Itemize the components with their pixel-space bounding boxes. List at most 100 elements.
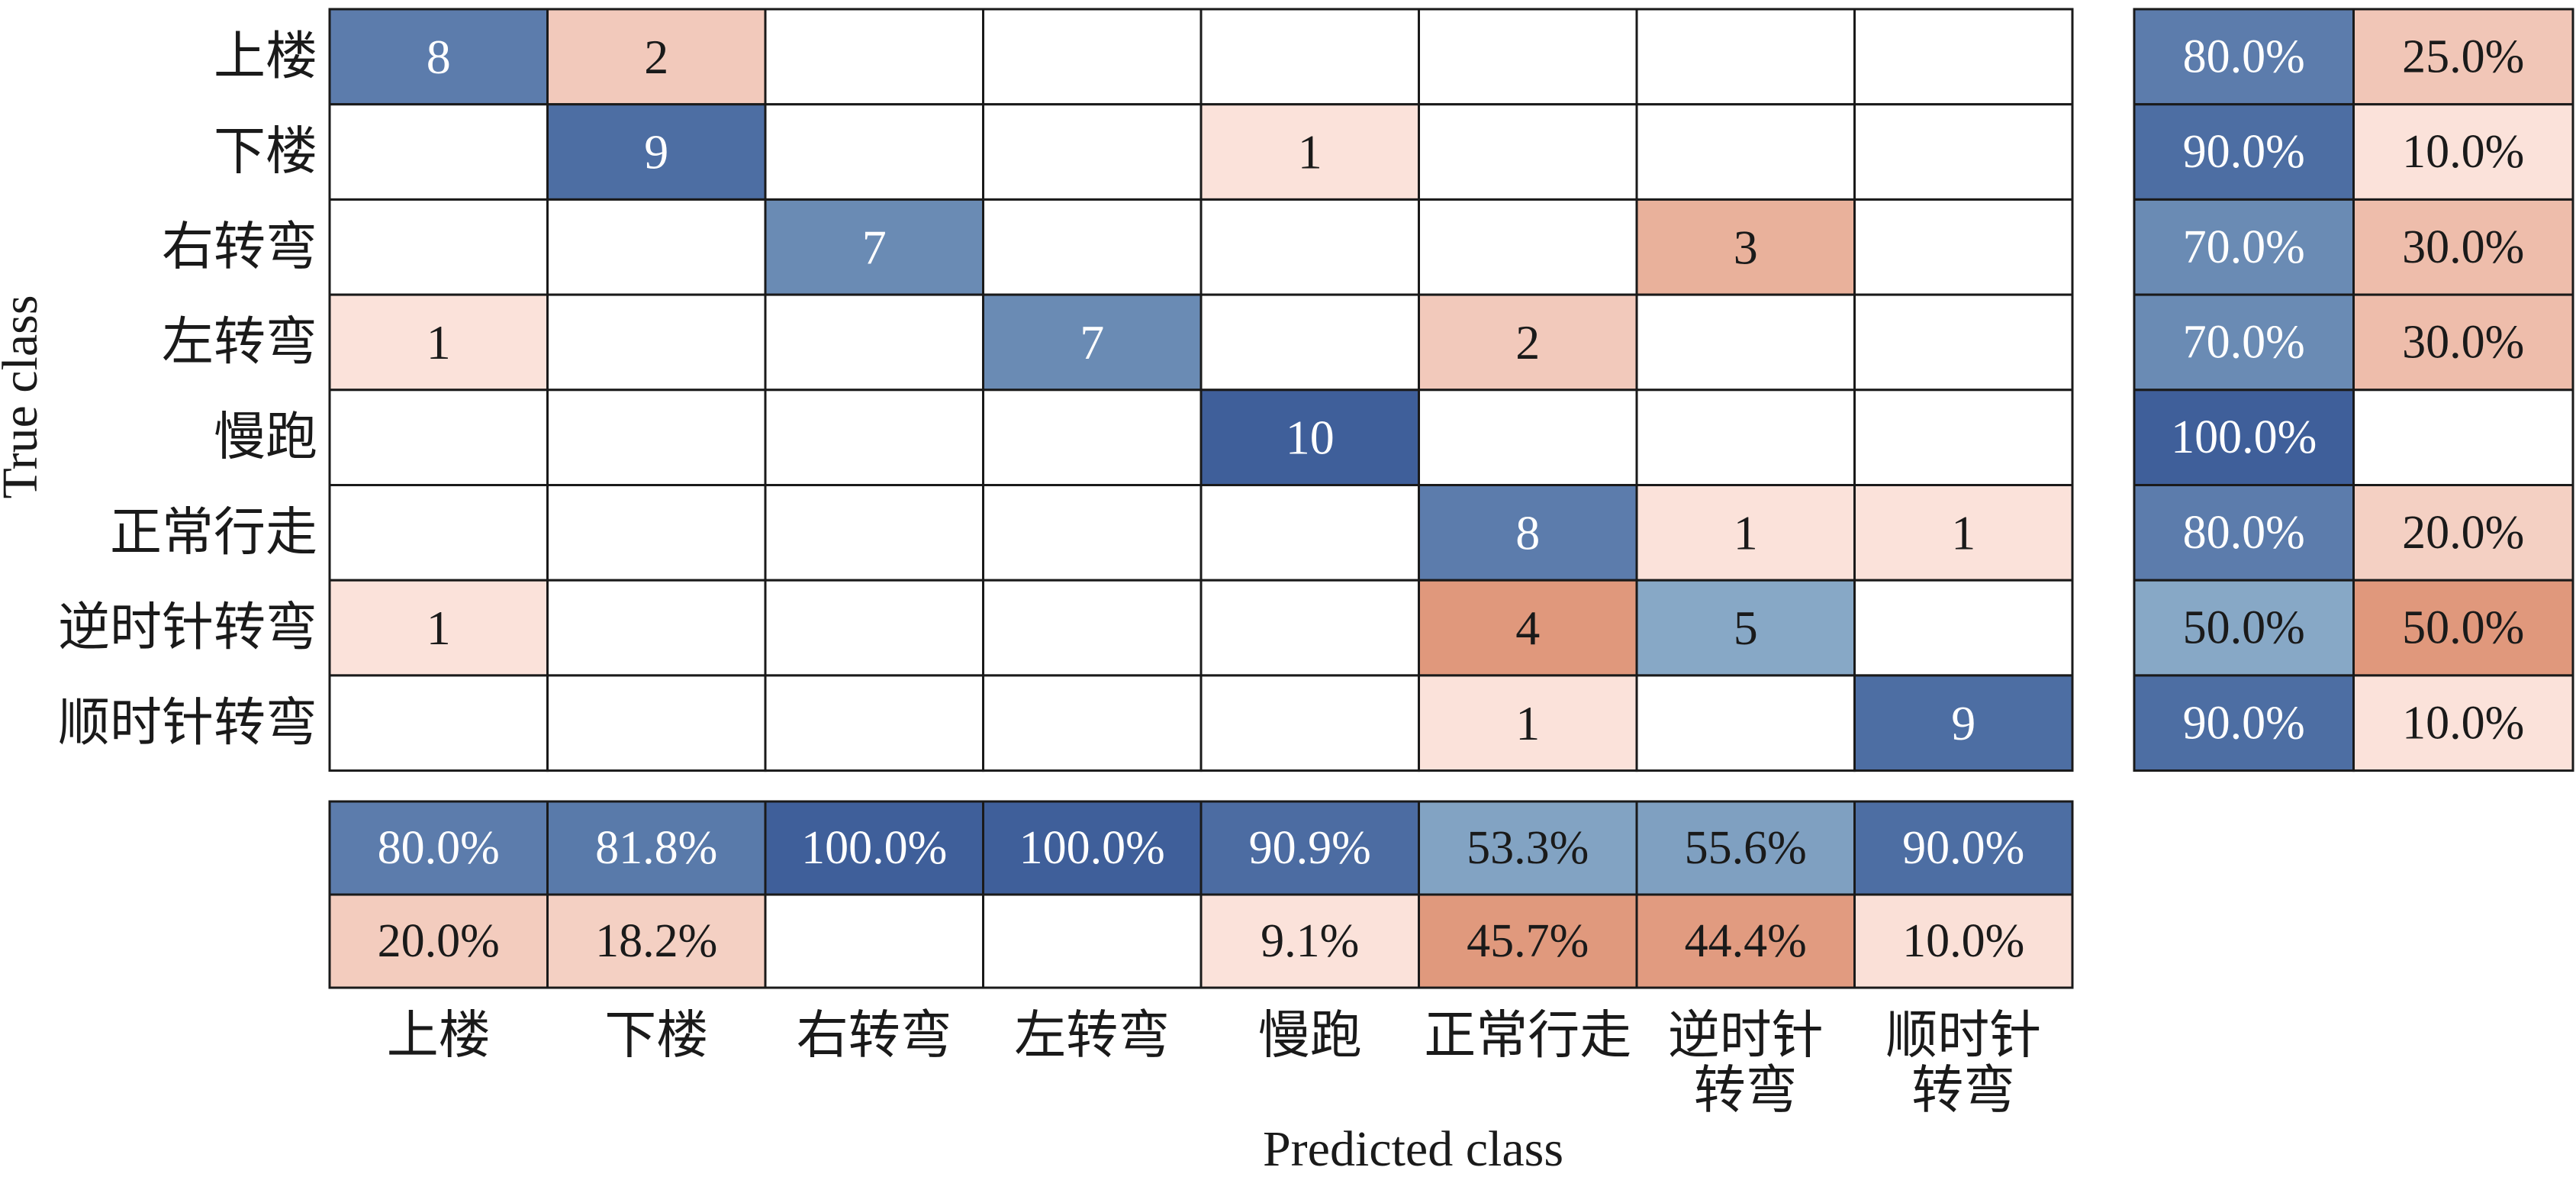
matrix-cell [1199,389,1420,486]
matrix-cell [546,674,767,772]
row-summary-correct-value: 80.0% [2183,31,2305,82]
matrix-cell [1199,484,1420,582]
matrix-cell [982,579,1203,677]
row-summary-error-value: 10.0% [2402,697,2524,749]
matrix-cell [982,198,1203,296]
column-summary-correct-cell [1635,800,1856,896]
column-summary-error-value: 18.2% [595,915,717,967]
column-summary-error-value: 20.0% [378,915,500,967]
column-summary-correct-cell [982,800,1203,896]
row-summary-correct-value: 50.0% [2183,602,2305,654]
row-label: 上楼 [214,27,317,87]
column-label: 左转弯 [1014,1006,1170,1066]
column-summary-error-cell [546,893,767,989]
matrix-cell [982,103,1203,201]
matrix-cell [1635,103,1856,201]
column-summary-error-value: 9.1% [1261,915,1359,967]
matrix-cell [764,579,984,677]
matrix-cell [328,484,549,582]
column-summary-error-value: 10.0% [1902,915,2024,967]
row-summary-error-cell [2352,8,2574,106]
matrix-cell-value: 1 [1515,696,1540,750]
row-summary-correct-cell [2133,103,2355,201]
matrix-cell-value: 2 [1515,315,1540,369]
row-summary-error-cell [2352,579,2574,677]
matrix-cell [546,103,767,201]
row-summary-correct-cell [2133,484,2355,582]
matrix-cell [546,293,767,392]
row-label: 顺时针转弯 [58,693,317,753]
matrix-cell [328,103,549,201]
matrix-cell-value: 2 [644,30,668,84]
row-summary-error-value: 50.0% [2402,602,2524,654]
column-summary-correct-value: 55.6% [1685,822,1807,874]
row-label: 慢跑 [214,408,317,468]
matrix-cell [1853,579,2074,677]
row-summary-error-cell [2352,484,2574,582]
matrix-cell [328,579,549,677]
column-label: 逆时针 [1668,1006,1824,1066]
matrix-cell-value: 1 [427,315,451,369]
matrix-cell-value: 8 [1515,505,1540,559]
matrix-cell-value: 1 [1298,125,1322,179]
column-summary-correct-value: 90.0% [1902,822,2024,874]
column-label: 转弯 [1911,1061,2015,1121]
matrix-cell [1199,293,1420,392]
matrix-cell [1199,579,1420,677]
column-summary-error-cell [1635,893,1856,989]
row-summary-correct-value: 90.0% [2183,697,2305,749]
column-summary-error-cell [328,893,549,989]
row-summary-correct-cell [2133,389,2355,486]
matrix-cell [1199,8,1420,106]
matrix-cell [546,198,767,296]
row-label: 下楼 [214,122,317,182]
row-summary-error-cell [2352,293,2574,392]
row-label: 左转弯 [162,312,317,372]
matrix-cell [1853,293,2074,392]
row-summary-correct-cell [2133,293,2355,392]
matrix-cell [1853,8,2074,106]
matrix-cell-value: 1 [1734,505,1758,559]
matrix-cell [764,389,984,486]
matrix-cell [764,103,984,201]
column-label: 慢跑 [1258,1006,1362,1066]
matrix-cell [1635,674,1856,772]
column-summary-correct-value: 80.0% [378,822,500,874]
matrix-cell [764,293,984,392]
column-summary-grid: 80.0% 81.8% 100.0% 100.0% 90.9% 53.3% 55.6% 90.… [328,800,2074,989]
matrix-cell [982,389,1203,486]
column-summary-error-cell [764,893,984,989]
matrix-cell [1853,674,2074,772]
column-label: 下楼 [604,1006,708,1066]
column-label: 右转弯 [797,1006,952,1066]
matrix-cell-value: 8 [427,30,451,84]
matrix-cell [1199,674,1420,772]
row-summary-correct-value: 100.0% [2171,411,2317,463]
matrix-cell [1418,8,1638,106]
matrix-cell [328,389,549,486]
column-summary-error-cell [982,893,1203,989]
row-summary-error-value: 30.0% [2402,221,2524,273]
row-summary-correct-value: 80.0% [2183,507,2305,559]
matrix-cell-value: 9 [1951,696,1975,750]
matrix-cell [546,579,767,677]
matrix-cell-value: 7 [862,220,887,274]
matrix-cell [328,198,549,296]
column-summary-error-cell [1853,893,2074,989]
row-summary-correct-value: 90.0% [2183,126,2305,178]
matrix-cell [764,484,984,582]
matrix-cell-value: 5 [1734,601,1758,655]
y-axis-label: True class [0,295,48,498]
matrix-cell-value: 10 [1286,411,1335,465]
row-summary-correct-cell [2133,198,2355,296]
matrix-cell-value: 9 [644,125,668,179]
matrix-cell [982,484,1203,582]
row-label: 正常行走 [110,502,317,563]
matrix-cell [1853,389,2074,486]
matrix-cell-value: 4 [1515,601,1540,655]
row-summary-grid: 80.0% 25.0% 90.0% 10.0% 70.0% 30.0% 70.0% 30.0%… [2133,8,2574,772]
matrix-cell-value: 7 [1080,315,1104,369]
